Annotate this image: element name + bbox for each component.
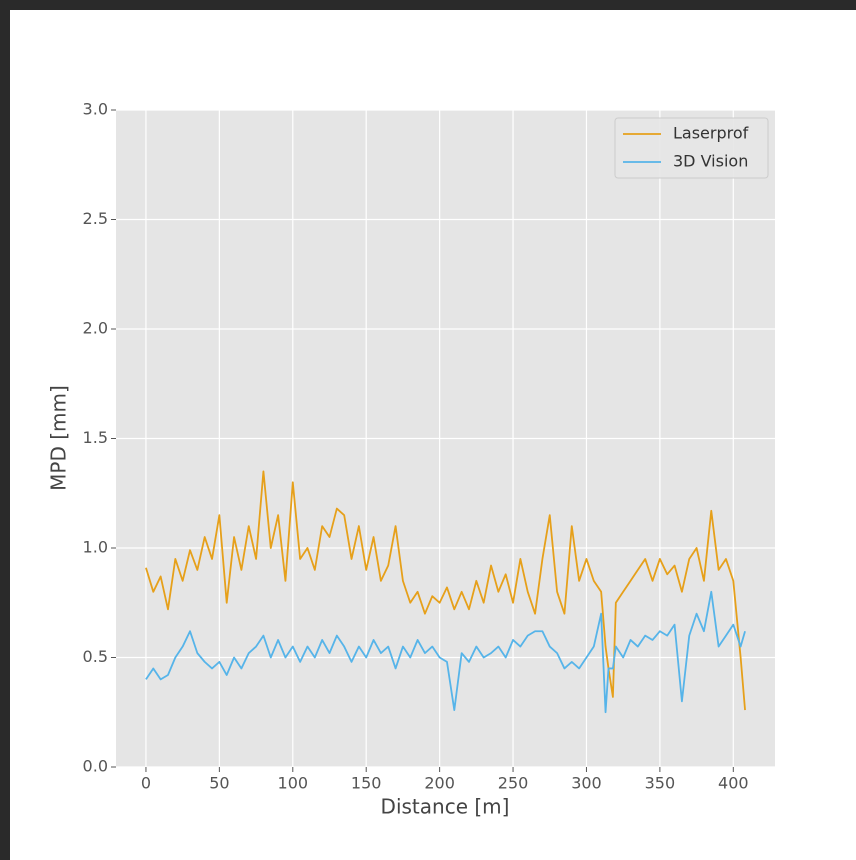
x-tick-label: 200 bbox=[424, 774, 455, 793]
x-tick-label: 0 bbox=[141, 774, 151, 793]
data-line bbox=[145, 590, 746, 714]
x-axis-label: Distance [m] bbox=[381, 795, 510, 819]
x-tick-label: 300 bbox=[571, 774, 602, 793]
y-tick-label: 2.0 bbox=[83, 319, 108, 338]
x-tick-label: 100 bbox=[278, 774, 309, 793]
legend-label: Laserprof bbox=[673, 124, 749, 143]
y-tick-label: 1.0 bbox=[83, 538, 108, 557]
y-tick-label: 0.0 bbox=[83, 757, 108, 776]
y-tick-label: 1.5 bbox=[83, 428, 108, 447]
x-tick-label: 400 bbox=[718, 774, 749, 793]
x-tick-label: 350 bbox=[645, 774, 676, 793]
x-tick-label: 150 bbox=[351, 774, 382, 793]
legend-box bbox=[614, 117, 769, 179]
y-axis-label: MPD [mm] bbox=[47, 385, 71, 491]
y-tick-label: 3.0 bbox=[83, 100, 108, 119]
x-tick-label: 50 bbox=[209, 774, 229, 793]
y-tick-label: 2.5 bbox=[83, 209, 108, 228]
legend-label: 3D Vision bbox=[673, 152, 748, 171]
y-tick-label: 0.5 bbox=[83, 647, 108, 666]
x-tick-label: 250 bbox=[498, 774, 529, 793]
data-line bbox=[145, 470, 746, 711]
